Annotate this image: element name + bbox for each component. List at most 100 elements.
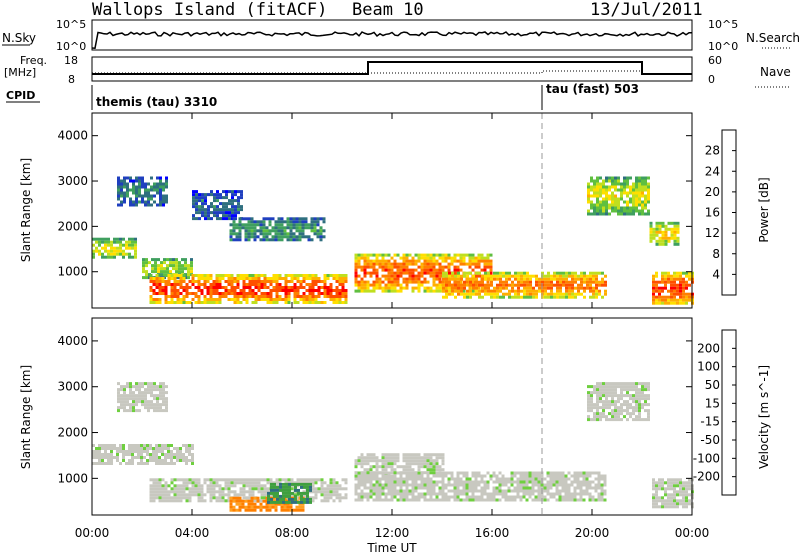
heatmap-cell xyxy=(251,478,255,482)
heatmap-cell xyxy=(286,502,290,506)
heatmap-cell xyxy=(644,203,647,207)
heatmap-cell xyxy=(390,453,394,457)
heatmap-cell xyxy=(405,253,409,257)
heatmap-cell xyxy=(658,242,662,246)
heatmap-cell xyxy=(611,209,614,213)
heatmap-cell xyxy=(176,456,179,459)
heatmap-cell xyxy=(475,280,478,284)
heatmap-cell xyxy=(469,271,472,275)
freq-right-tick-bottom: 0 xyxy=(708,73,715,86)
heatmap-cell xyxy=(564,480,568,484)
heatmap-cell xyxy=(286,508,290,512)
heatmap-cell xyxy=(456,486,460,490)
heatmap-cell xyxy=(390,262,394,266)
heatmap-cell xyxy=(329,286,333,289)
heatmap-cell xyxy=(372,483,376,487)
heatmap-cell xyxy=(166,264,169,268)
heatmap-cell xyxy=(257,487,261,491)
heatmap-cell xyxy=(229,223,233,227)
heatmap-cell xyxy=(442,286,445,290)
heatmap-cell xyxy=(164,456,167,459)
heatmap-cell xyxy=(229,496,233,500)
heatmap-cell xyxy=(357,474,361,478)
heatmap-cell xyxy=(129,409,132,413)
heatmap-cell xyxy=(197,277,201,280)
heatmap-cell xyxy=(620,412,623,416)
heatmap-cell xyxy=(165,194,168,198)
heatmap-cell xyxy=(248,274,252,277)
heatmap-cell xyxy=(332,295,336,298)
heatmap-cell xyxy=(593,209,596,213)
heatmap-cell xyxy=(238,502,242,506)
heatmap-cell xyxy=(179,301,183,304)
heatmap-cell xyxy=(673,478,676,482)
heatmap-cell xyxy=(247,223,251,227)
colorbar-tick-label: 200 xyxy=(697,341,720,355)
heatmap-cell xyxy=(667,239,671,243)
heatmap-cell xyxy=(605,185,608,189)
heatmap-cell xyxy=(232,508,236,512)
heatmap-cell xyxy=(155,496,159,500)
heatmap-cell xyxy=(559,274,562,278)
heatmap-cell xyxy=(604,283,607,287)
heatmap-cell xyxy=(227,499,231,503)
heatmap-cell xyxy=(135,409,138,413)
heatmap-cell xyxy=(259,502,263,506)
heatmap-cell xyxy=(251,481,255,485)
heatmap-cell xyxy=(614,406,617,410)
heatmap-cell xyxy=(131,453,134,456)
heatmap-cell xyxy=(329,289,333,292)
heatmap-cell xyxy=(576,480,580,484)
heatmap-cell xyxy=(117,197,120,201)
heatmap-cell xyxy=(298,220,302,224)
heatmap-cell xyxy=(162,182,165,186)
heatmap-cell xyxy=(170,295,174,298)
heatmap-cell xyxy=(441,253,445,257)
heatmap-cell xyxy=(405,459,409,463)
heatmap-cell xyxy=(531,480,535,484)
heatmap-cell xyxy=(565,274,568,278)
heatmap-cell xyxy=(546,471,550,475)
heatmap-cell xyxy=(638,412,641,416)
heatmap-cell xyxy=(390,492,394,496)
heatmap-cell xyxy=(593,418,596,422)
heatmap-cell xyxy=(129,188,132,192)
heatmap-cell xyxy=(496,274,499,278)
heatmap-cell xyxy=(221,487,225,491)
heatmap-cell xyxy=(134,237,137,241)
heatmap-cell xyxy=(465,474,469,478)
heatmap-cell xyxy=(647,209,650,213)
heatmap-cell xyxy=(670,499,673,503)
heatmap-cell xyxy=(658,487,661,491)
heatmap-cell xyxy=(290,481,294,485)
heatmap-cell xyxy=(287,478,291,482)
heatmap-cell xyxy=(582,477,586,481)
heatmap-cell xyxy=(142,276,145,280)
heatmap-cell xyxy=(546,486,550,490)
heatmap-cell xyxy=(384,465,388,469)
heatmap-cell xyxy=(254,274,258,277)
heatmap-cell xyxy=(558,474,562,478)
heatmap-cell xyxy=(228,199,231,203)
heatmap-cell xyxy=(268,217,272,221)
heatmap-cell xyxy=(235,502,239,506)
heatmap-cell xyxy=(435,498,439,502)
heatmap-cell xyxy=(670,484,673,488)
heatmap-cell xyxy=(298,502,302,506)
heatmap-cell xyxy=(375,256,379,260)
heatmap-cell xyxy=(159,406,162,410)
heatmap-cell xyxy=(451,277,454,281)
heatmap-cell xyxy=(155,478,159,482)
heatmap-cell xyxy=(679,271,682,275)
heatmap-cell xyxy=(576,486,580,490)
heatmap-cell xyxy=(354,492,358,496)
heatmap-cell xyxy=(429,498,433,502)
heatmap-cell xyxy=(676,227,680,231)
heatmap-cell xyxy=(230,289,234,292)
heatmap-cell xyxy=(676,271,679,275)
heatmap-cell xyxy=(597,480,601,484)
heatmap-cell xyxy=(295,238,299,242)
heatmap-cell xyxy=(688,499,691,503)
heatmap-cell xyxy=(369,474,373,478)
heatmap-cell xyxy=(122,237,125,241)
